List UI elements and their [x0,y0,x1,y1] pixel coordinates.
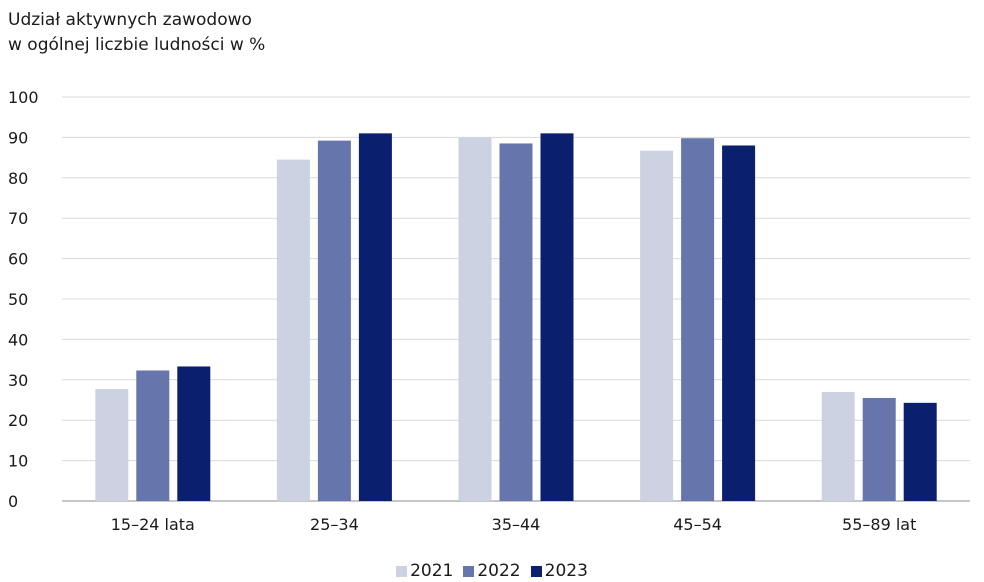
legend-label: 2023 [544,561,588,581]
bar-2022-4 [862,397,896,501]
x-category-label: 55–89 lat [842,515,916,534]
chart-title-line-2: w ogólnej liczbie ludności w % [8,35,266,55]
bar-2022-0 [136,370,170,501]
bar-2021-4 [821,391,855,501]
y-tick-label: 70 [8,209,28,228]
bar-2022-3 [681,138,715,501]
y-tick-label: 50 [8,290,28,309]
bar-2023-2 [540,133,574,502]
bar-chart: 0 10 20 30 40 50 60 70 80 90 100 15–24 lata 25–34 35–… [8,88,970,534]
y-tick-label: 100 [8,88,39,107]
x-category-label: 25–34 [310,515,359,534]
chart-title-line-1: Udział aktywnych zawodowo [8,10,252,30]
y-tick-label: 30 [8,371,28,390]
legend-swatch [530,565,542,577]
legend-item-2023: 2023 [530,561,588,581]
legend-label: 2021 [410,561,454,581]
chart-title: Udział aktywnych zawodowo w ogólnej licz… [8,8,265,58]
x-category-label: 15–24 lata [111,515,195,534]
bar-2021-0 [95,389,129,501]
y-tick-label: 10 [8,452,28,471]
legend-item-2021: 2021 [396,561,453,581]
bar-2023-4 [903,402,937,501]
y-tick-label: 60 [8,250,28,269]
legend-item-2022: 2022 [463,561,521,581]
y-tick-label: 90 [8,128,28,147]
bar-2022-2 [499,143,533,501]
bar-2023-1 [358,133,392,502]
bar-2023-3 [722,145,756,502]
legend-swatch [463,565,475,577]
bar-2023-0 [177,366,211,501]
bar-2021-2 [458,137,492,501]
y-tick-label: 40 [8,330,28,349]
legend: 2021 2022 2023 [0,561,984,581]
bar-2022-1 [317,140,351,501]
x-category-label: 35–44 [492,515,541,534]
legend-label: 2022 [477,561,521,581]
bar-2021-3 [640,150,674,501]
bar-2021-1 [276,159,310,501]
legend-swatch [396,565,408,577]
x-category-label: 45–54 [673,515,722,534]
y-tick-label: 80 [8,169,28,188]
y-tick-label: 20 [8,411,28,430]
y-tick-label: 0 [8,492,18,511]
